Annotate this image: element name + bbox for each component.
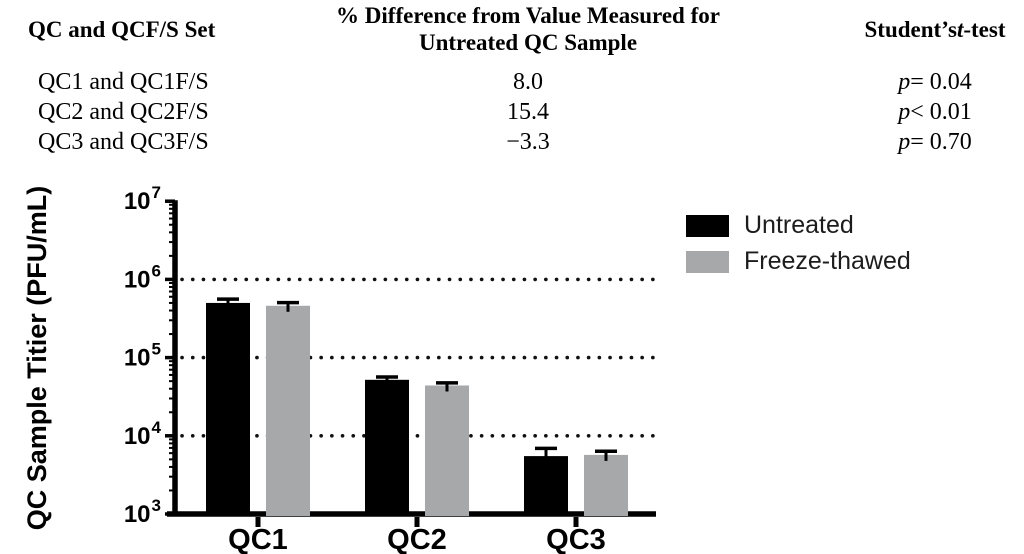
table-header-set: QC and QCF/S Set (28, 0, 215, 58)
qc3-pct-value: −3.3 (506, 129, 550, 155)
table-row-qc3-p: p = 0.70 (828, 127, 1024, 157)
table-row-qc2-pct: 15.4 (300, 97, 756, 127)
qc2-p-symbol: p (898, 99, 911, 125)
x-label-qc2: QC2 (387, 524, 447, 554)
qc3-p-symbol: p (898, 129, 911, 155)
bar-untreated-qc2 (365, 379, 409, 516)
table-row-qc3-pct: −3.3 (300, 127, 756, 157)
ttest-header-t: t (956, 16, 964, 42)
table-header-pct-diff: % Difference from Value Measured for Unt… (300, 0, 756, 58)
y-tick-label-1e5: 105 (124, 340, 161, 372)
ttest-header-post: -test (963, 16, 1006, 42)
table-row-qc2-set: QC2 and QC2F/S (38, 97, 298, 127)
qc2-pct-value: 15.4 (507, 99, 549, 125)
table-row-qc2-p: p < 0.01 (828, 97, 1024, 127)
y-tick-label-1e3: 103 (124, 496, 161, 528)
bar-freeze-thawed-qc3 (584, 454, 628, 516)
x-label-qc1: QC1 (228, 524, 288, 554)
legend-item-freeze-thawed: Freeze-thawed (686, 247, 911, 276)
legend-swatch-freeze-thawed (686, 250, 729, 273)
y-axis-title: QC Sample Titier (PFU/mL) (22, 186, 52, 531)
bar-freeze-thawed-qc2 (425, 385, 469, 516)
table-header-pct-diff-line1: % Difference from Value Measured for (336, 3, 720, 28)
legend-item-untreated: Untreated (686, 211, 854, 240)
qc1-set-label: QC1 and QC1F/S (38, 69, 209, 95)
x-label-qc3: QC3 (546, 524, 606, 554)
bar-untreated-qc3 (524, 456, 568, 516)
table-header-pct-diff-line2: Untreated QC Sample (418, 30, 638, 55)
legend-label-freeze-thawed: Freeze-thawed (744, 247, 911, 275)
legend-label-untreated: Untreated (744, 211, 854, 239)
qc3-set-label: QC3 and QC3F/S (38, 129, 209, 155)
table-header-set-label: QC and QCF/S Set (28, 16, 216, 42)
ttest-header-pre: Student’s (864, 16, 957, 42)
y-tick-label-1e7: 107 (124, 183, 161, 215)
bar-untreated-qc1 (206, 302, 250, 516)
qc2-set-label: QC2 and QC2F/S (38, 99, 209, 125)
table-row-qc3-set: QC3 and QC3F/S (38, 127, 298, 157)
qc2-p-value: < 0.01 (910, 99, 972, 125)
table-row-qc1-set: QC1 and QC1F/S (38, 67, 298, 97)
qc1-p-symbol: p (898, 69, 911, 95)
qc1-pct-value: 8.0 (513, 69, 543, 95)
y-tick-label-1e6: 106 (124, 261, 161, 293)
y-tick-label-1e4: 104 (124, 418, 162, 450)
table-header-ttest: Student’s t -test (828, 0, 1024, 58)
qc3-p-value: = 0.70 (910, 129, 972, 155)
legend-swatch-untreated (686, 214, 729, 237)
table-row-qc1-p: p = 0.04 (828, 67, 1024, 97)
qc1-p-value: = 0.04 (910, 69, 972, 95)
bar-freeze-thawed-qc1 (266, 305, 310, 516)
table-row-qc1-pct: 8.0 (300, 67, 756, 97)
